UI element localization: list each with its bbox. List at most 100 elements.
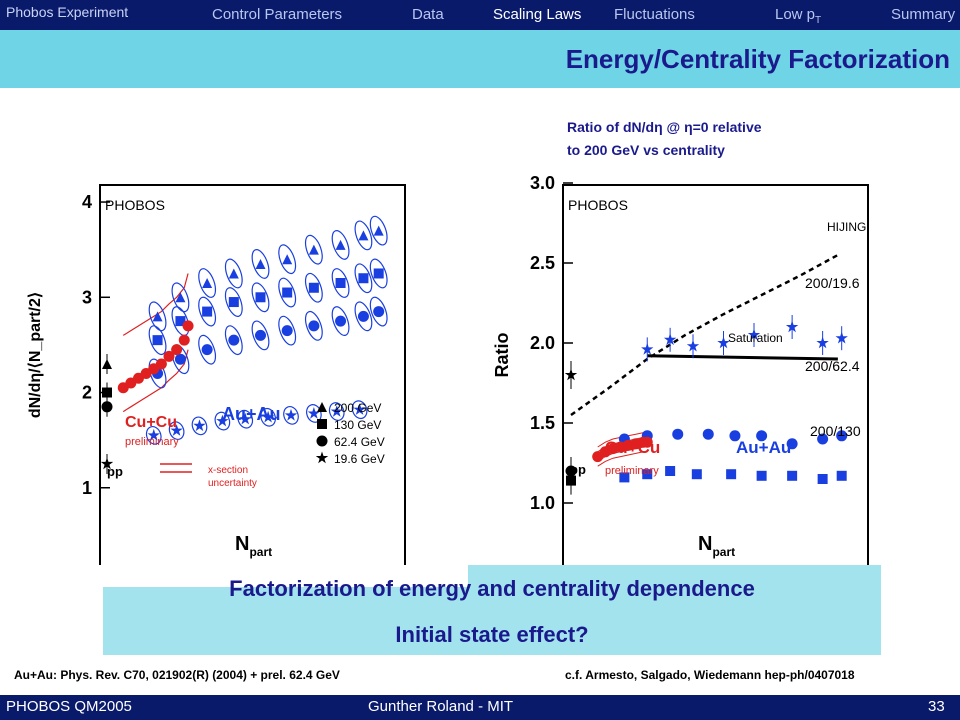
y-tick-label: 3 [82, 287, 92, 307]
footer-center: Gunther Roland - MIT [368, 698, 514, 715]
data-point [282, 254, 293, 265]
chart-title-line2: to 200 GeV vs centrality [567, 142, 725, 158]
tab-control-parameters[interactable]: Control Parameters [212, 6, 343, 23]
data-point [239, 412, 252, 425]
y-axis-label: dN/dη/⟨N_part/2⟩ [27, 292, 44, 418]
data-point [228, 268, 239, 279]
plot-frame [562, 184, 869, 565]
data-point [308, 282, 319, 293]
conclusion-box-notch [103, 565, 468, 587]
data-point [729, 430, 741, 442]
tab-summary[interactable]: Summary [891, 6, 956, 23]
uncertainty-ellipse [331, 230, 350, 260]
tab-low-pt[interactable]: Low pT [775, 6, 821, 26]
uncertainty-ellipse [148, 325, 167, 356]
uncertainty-ellipse [214, 411, 231, 431]
data-point [686, 339, 700, 352]
data-point [335, 278, 346, 288]
chart-title-line1: Ratio of dN/dη @ η=0 relative [567, 119, 762, 135]
data-point [281, 325, 293, 337]
uncertainty-ellipse [224, 258, 243, 289]
data-point [216, 414, 229, 427]
data-point [353, 403, 366, 415]
tab-data[interactable]: Data [412, 6, 444, 23]
data-point [335, 239, 346, 250]
cucu-preliminary: preliminary [125, 436, 179, 448]
pp-data-point [564, 368, 578, 381]
pp-data-point [101, 401, 113, 413]
ratio-label-62.4: 200/62.4 [805, 358, 860, 374]
uncertainty-ellipse [304, 272, 323, 303]
uncertainty-ellipse [369, 258, 388, 289]
data-point [155, 358, 167, 370]
hijing-curve [570, 253, 839, 417]
uncertainty-ellipse [145, 425, 162, 445]
legend-marker [317, 402, 327, 412]
uncertainty-ellipse [251, 249, 270, 279]
data-point [228, 334, 240, 346]
uncertainty-ellipse [278, 315, 297, 346]
data-point [228, 297, 239, 308]
uncertainty-ellipse [304, 234, 323, 265]
y-tick-label: 3.0 [530, 173, 555, 193]
uncertainty-ellipse [148, 301, 167, 332]
ratio-label-130: 200/130 [810, 423, 861, 439]
tab-fluctuations[interactable]: Fluctuations [614, 6, 695, 23]
y-tick-label: 1.0 [530, 493, 555, 513]
uncertainty-ellipse [260, 407, 276, 427]
uncertainty-ellipse [198, 268, 217, 298]
tab-low-pt-subscript: T [815, 15, 822, 26]
saturation-line [647, 354, 838, 361]
y-tick-label: 1.5 [530, 413, 555, 433]
data-point [202, 278, 213, 288]
conclusion-line-1: Factorization of energy and centrality d… [229, 576, 755, 601]
tab-low-pt-label: Low p [775, 6, 816, 23]
legend-marker [315, 451, 329, 464]
data-point [717, 336, 730, 349]
data-point [817, 474, 828, 484]
pp-data-point [566, 475, 576, 486]
data-point [201, 344, 213, 356]
data-point [357, 310, 369, 322]
data-point [282, 287, 293, 298]
uncertainty-ellipse [283, 405, 299, 425]
y-tick-label: 2.0 [530, 333, 555, 353]
data-point [787, 470, 798, 481]
data-point [691, 469, 702, 480]
data-point [619, 472, 630, 483]
x-axis-label: Npart [235, 533, 272, 559]
data-point [836, 470, 847, 481]
cucu-band-lower [122, 349, 189, 413]
uncertainty-ellipse [168, 421, 185, 441]
plot-frame [99, 184, 406, 565]
auau-label: Au+Au [736, 438, 791, 457]
pp-label: pp [107, 464, 123, 479]
data-point [747, 328, 761, 341]
data-point [178, 334, 190, 346]
conclusion-line-2: Initial state effect? [395, 622, 589, 647]
pp-data-point [102, 358, 112, 369]
data-point [786, 438, 798, 450]
data-point [373, 225, 384, 236]
uncertainty-ellipse [354, 263, 373, 294]
data-point [175, 292, 186, 303]
data-point [756, 430, 768, 442]
uncertainty-ellipse [251, 282, 270, 313]
data-point [816, 336, 829, 349]
data-point [193, 419, 206, 432]
data-point [163, 350, 175, 362]
data-point [255, 292, 266, 303]
legend-label: 62.4 GeV [334, 435, 385, 449]
phobos-label: PHOBOS [105, 197, 165, 213]
uncertainty-ellipse [354, 220, 373, 251]
y-tick-label: 1 [82, 478, 92, 498]
data-point [174, 353, 186, 365]
pp-data-point [102, 387, 112, 398]
data-point [756, 470, 767, 481]
data-point [373, 306, 385, 318]
tab-scaling-laws[interactable]: Scaling Laws [493, 6, 582, 23]
uncertainty-ellipse [278, 277, 297, 308]
legend: 200 GeV 130 GeV 62.4 GeV 19.6 GeV [315, 401, 385, 466]
data-point [358, 230, 369, 241]
cucu-label: Cu+Cu [605, 438, 660, 457]
